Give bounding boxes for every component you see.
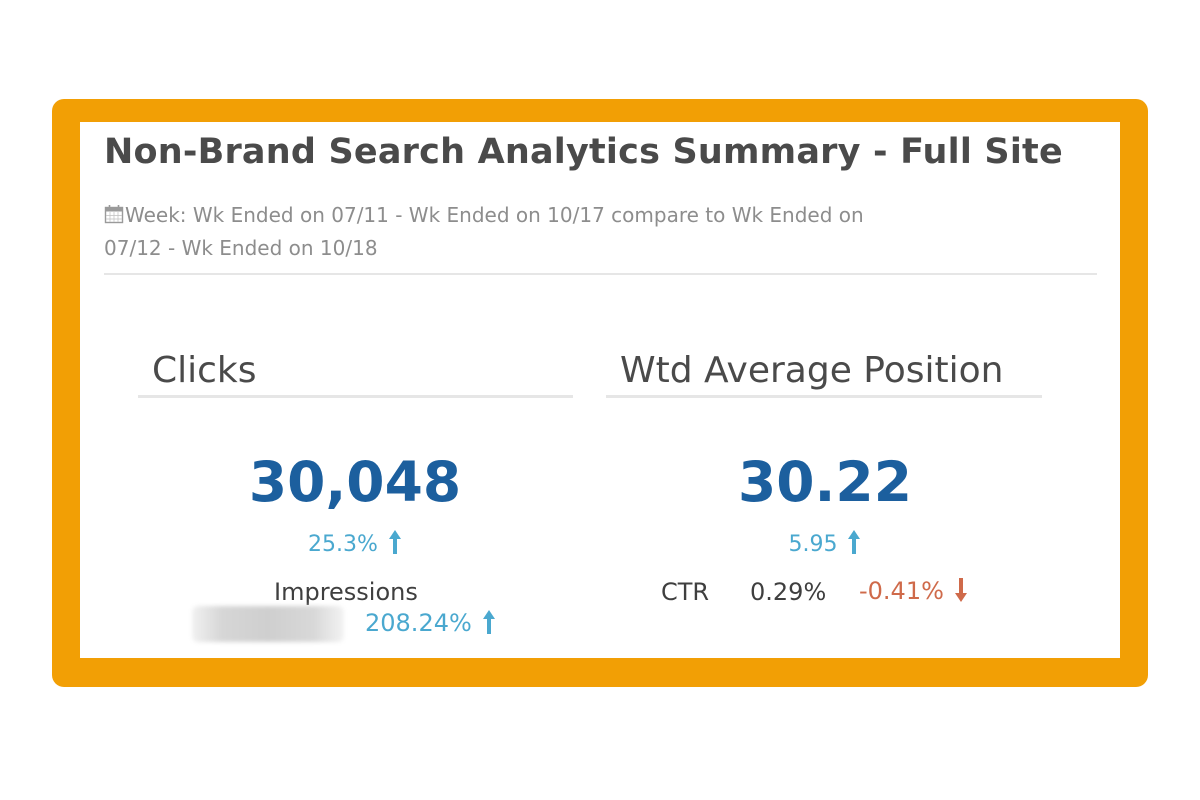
summary-card: Non-Brand Search Analytics Summary - Ful… [80, 122, 1120, 658]
impressions-change-text: 208.24% [365, 609, 472, 637]
arrow-up-icon [482, 609, 496, 641]
position-heading-rule [606, 395, 1042, 398]
clicks-heading-rule [138, 395, 573, 398]
ctr-value: 0.29% [750, 578, 827, 606]
header-divider [104, 273, 1097, 275]
position-change: 5.95 [750, 529, 900, 561]
position-value: 30.22 [738, 450, 912, 514]
clicks-change-text: 25.3% [308, 532, 378, 557]
ctr-label: CTR [661, 578, 710, 606]
arrow-up-icon [388, 529, 402, 561]
impressions-value-redacted [192, 606, 344, 642]
date-range-text: Week: Wk Ended on 07/11 - Wk Ended on 10… [104, 203, 864, 260]
arrow-down-icon [954, 577, 968, 609]
impressions-label: Impressions [274, 578, 418, 606]
position-heading: Wtd Average Position [620, 350, 1004, 391]
clicks-heading: Clicks [152, 350, 257, 391]
clicks-change: 25.3% [280, 529, 430, 561]
clicks-value: 30,048 [248, 450, 462, 514]
date-range: Week: Wk Ended on 07/11 - Wk Ended on 10… [104, 200, 924, 264]
impressions-change: 208.24% [365, 609, 496, 641]
ctr-change-text: -0.41% [859, 577, 944, 605]
card-title: Non-Brand Search Analytics Summary - Ful… [104, 132, 1063, 172]
position-change-text: 5.95 [788, 532, 838, 557]
calendar-icon [104, 202, 124, 233]
ctr-change: -0.41% [859, 577, 968, 609]
arrow-up-icon [847, 529, 861, 561]
